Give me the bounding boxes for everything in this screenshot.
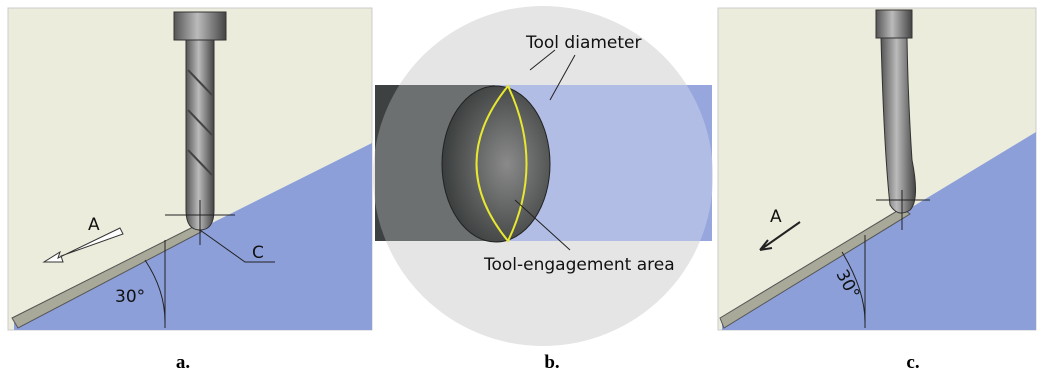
- tool-outline: [442, 86, 550, 242]
- panel-c: A 30°: [718, 8, 1036, 330]
- panel-b: Tool diameter Tool-engagement area: [373, 6, 713, 346]
- caption: c.: [906, 352, 919, 373]
- label-c: C: [252, 243, 264, 263]
- label-a: A: [770, 207, 782, 227]
- diameter-label: Tool diameter: [525, 33, 642, 53]
- figure: A C 30° Tool diameter Tool-engagement ar…: [0, 0, 1044, 376]
- caption: b.: [544, 352, 559, 373]
- caption: a.: [176, 352, 190, 373]
- angle-label: 30°: [115, 287, 145, 307]
- engagement-label: Tool-engagement area: [483, 255, 675, 275]
- holder: [174, 12, 226, 40]
- label-a: A: [88, 215, 100, 235]
- holder: [876, 10, 912, 38]
- panel-a: A C 30°: [8, 8, 372, 330]
